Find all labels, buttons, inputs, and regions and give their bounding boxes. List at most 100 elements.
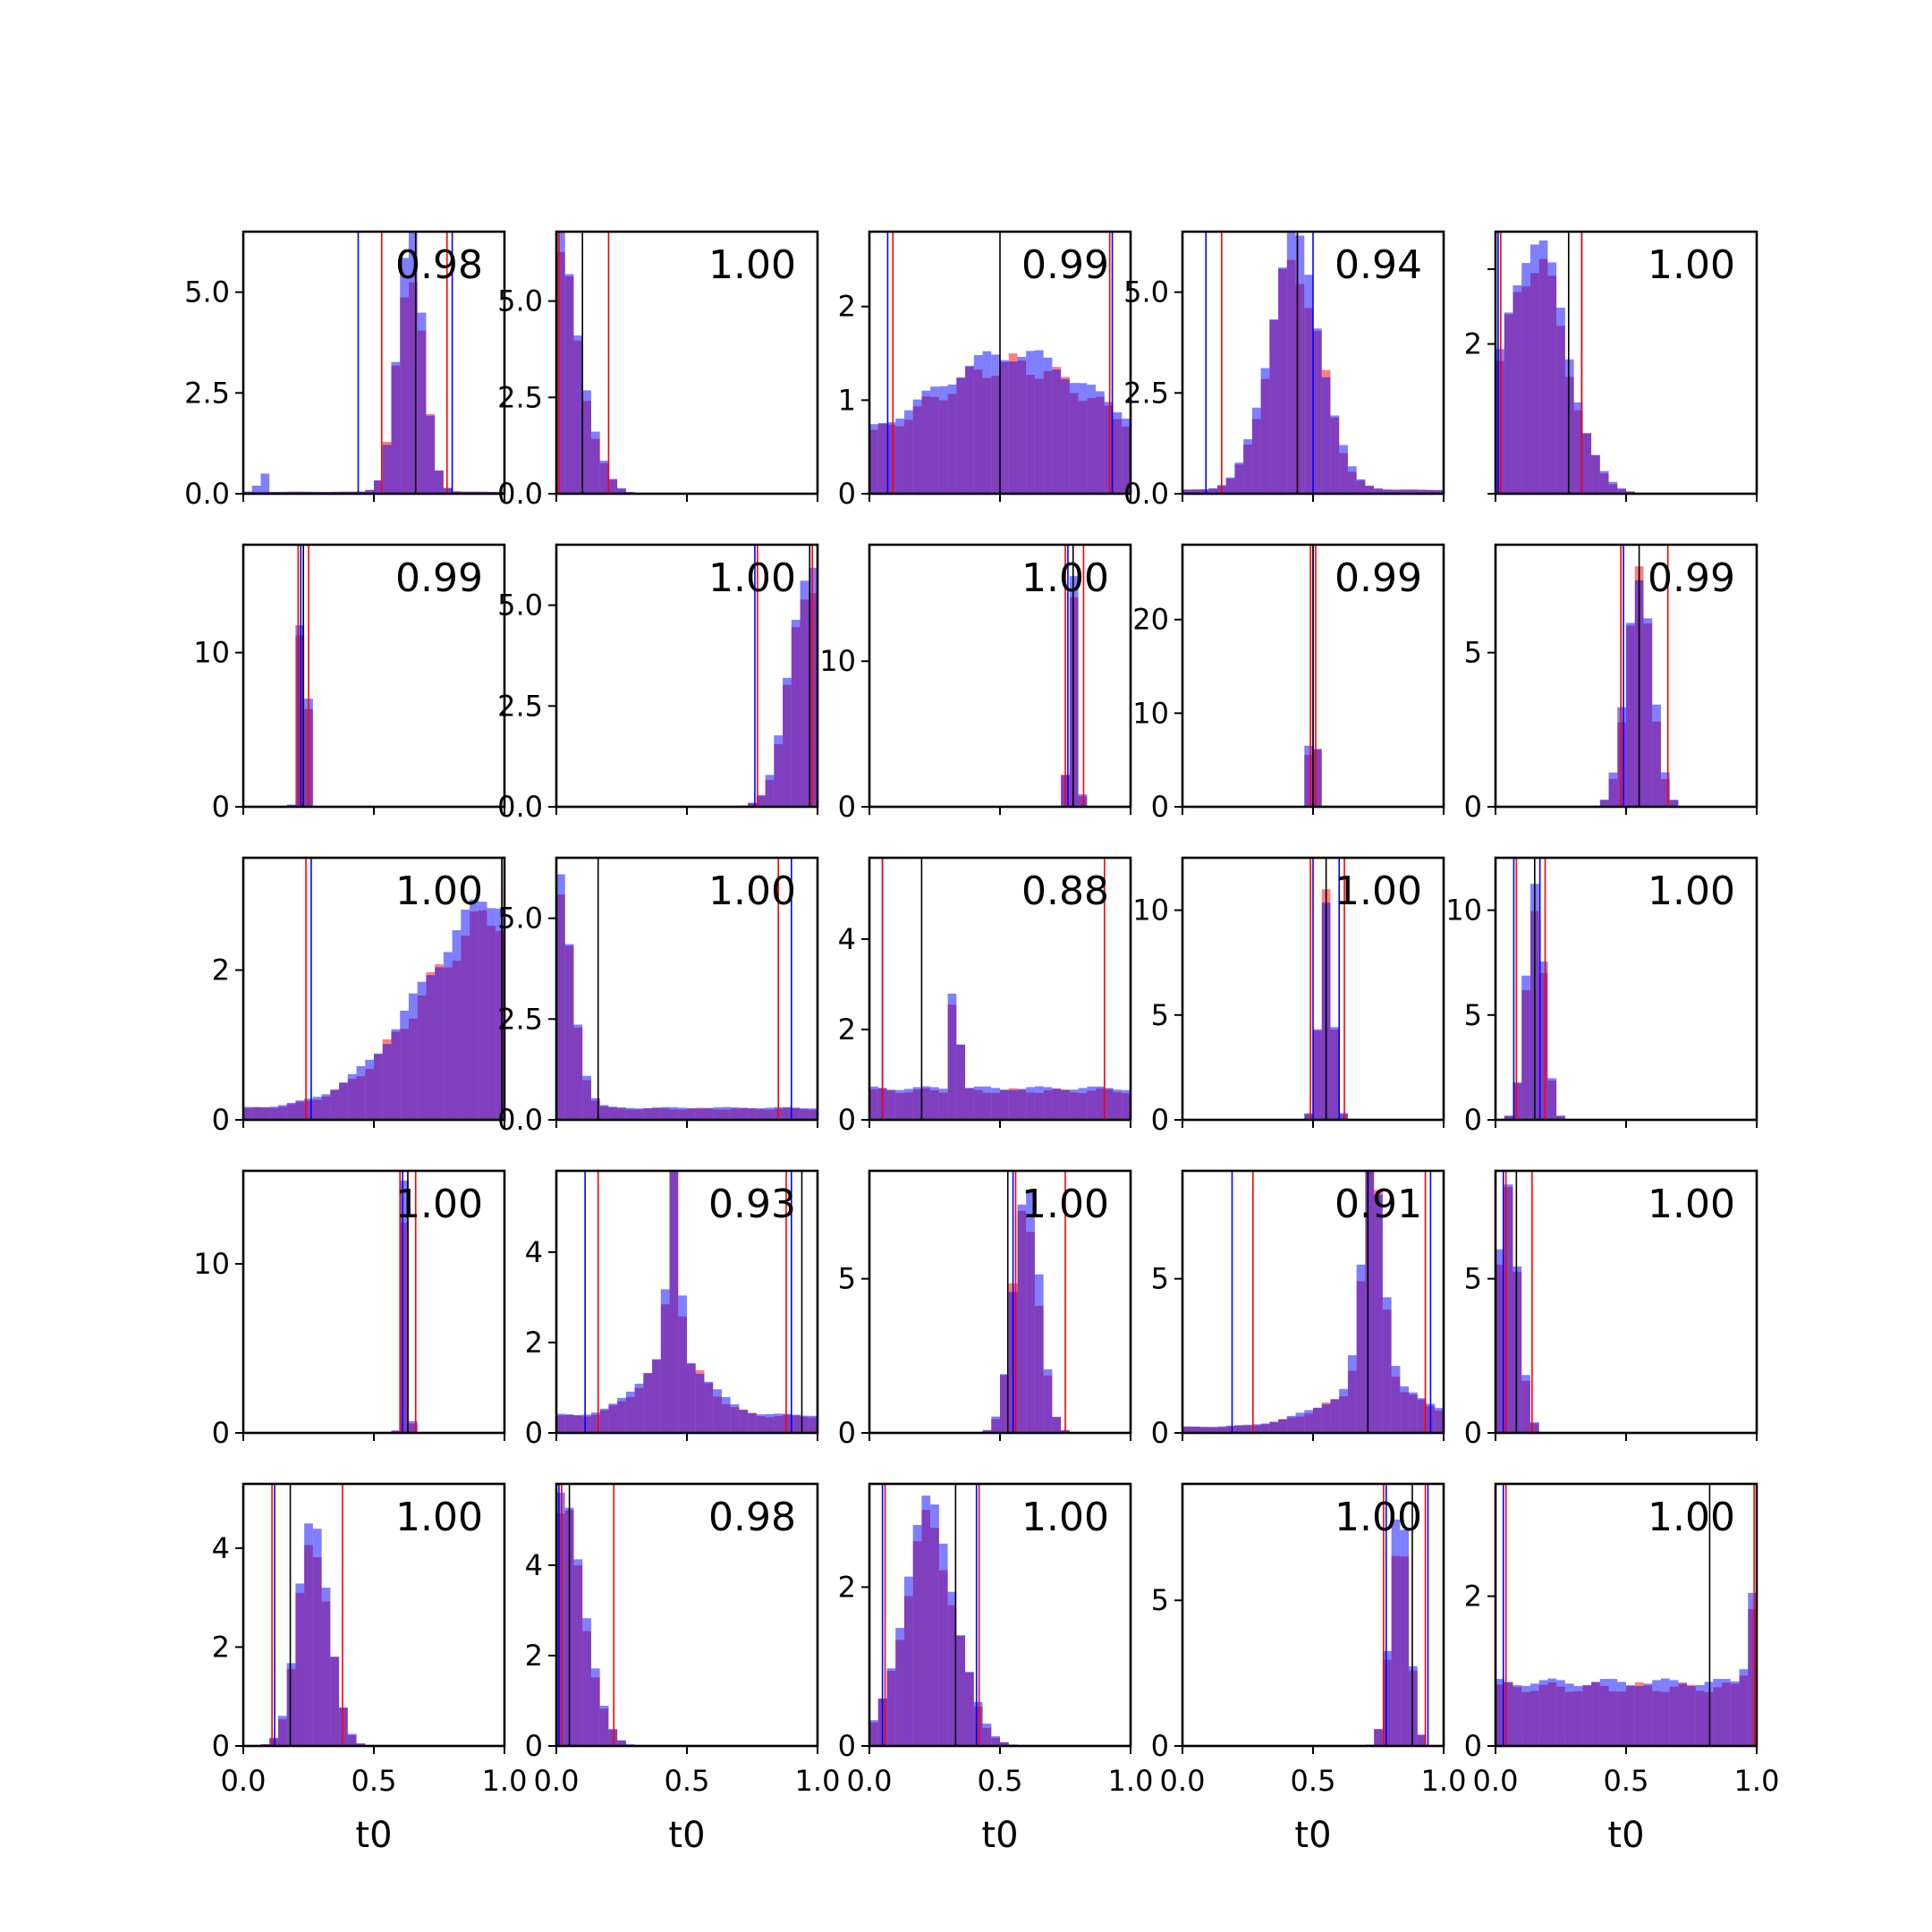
blue-bar [973, 1701, 983, 1746]
blue-bar [1008, 361, 1018, 494]
blue-bar [1061, 1089, 1070, 1120]
score-label: 1.00 [1648, 869, 1735, 914]
blue-bar [582, 1414, 591, 1433]
blue-bar [956, 1044, 966, 1120]
blue-bar [748, 1413, 757, 1433]
x-axis-label: t0 [668, 1815, 705, 1856]
blue-bar [286, 1102, 296, 1120]
blue-bar [1417, 1398, 1427, 1433]
blue-bar [1260, 1423, 1270, 1433]
blue-bar [1191, 489, 1200, 494]
y-tick-label: 0 [838, 477, 856, 511]
blue-bar [921, 1496, 931, 1746]
blue-bar [704, 1381, 714, 1433]
y-tick-label: 2.5 [497, 689, 543, 723]
score-label: 1.00 [708, 555, 796, 601]
vertical-lines [1231, 1171, 1432, 1433]
blue-bar [765, 1413, 775, 1433]
blue-bar [599, 1706, 609, 1746]
blue-bar [1695, 1685, 1705, 1746]
blue-bar [1669, 1680, 1679, 1746]
y-tick-label: 2 [212, 1630, 230, 1664]
blue-bar [774, 1413, 784, 1433]
blue-bar [1591, 1682, 1600, 1746]
blue-bar [982, 1086, 992, 1120]
blue-bar [391, 1029, 401, 1120]
vertical-lines [305, 858, 504, 1120]
blue-bar [1496, 1249, 1504, 1433]
blue-bar [260, 473, 270, 494]
blue-bar [903, 1576, 913, 1746]
blue-bar [947, 384, 957, 494]
y-tick-label: 5 [1151, 1583, 1169, 1617]
y-tick-label: 0.0 [497, 477, 543, 511]
vertical-lines [399, 1171, 417, 1433]
panel-8: 0 10 1.00 [819, 543, 1132, 824]
blue-bar [1304, 1410, 1313, 1433]
blue-bar [1026, 351, 1035, 494]
vertical-lines [1620, 545, 1669, 807]
blue-bar [1269, 1421, 1279, 1433]
blue-bar [356, 1065, 366, 1120]
blue-bar [1330, 1027, 1340, 1120]
blue-bar [1608, 481, 1618, 494]
blue-bar [912, 1524, 922, 1746]
blue-bar [1669, 800, 1679, 807]
blue-bar [1643, 1683, 1653, 1746]
panels-grid: 0.02.55.00.980.02.55.01.000120.990.02.55… [184, 230, 1779, 1856]
blue-bar [286, 1663, 296, 1746]
y-tick-label: 2 [1464, 327, 1482, 361]
blue-bar [617, 1106, 626, 1120]
blue-bar [930, 1504, 939, 1746]
blue-bar [625, 1107, 635, 1120]
y-tick-label: 0 [1464, 1416, 1482, 1450]
blue-bar [1199, 1427, 1209, 1433]
y-tick-label: 0.0 [184, 477, 230, 511]
blue-bar [269, 1106, 278, 1120]
blue-bar [695, 1108, 705, 1120]
blue-bar [1182, 489, 1191, 494]
blue-bar [930, 1087, 939, 1120]
blue-bar [1000, 360, 1009, 494]
blue-bar [1547, 1678, 1557, 1746]
blue-bar [382, 1044, 392, 1120]
blue-bar [1382, 1297, 1392, 1433]
blue-bar [1078, 793, 1088, 807]
blue-bar [1417, 489, 1427, 494]
blue-bar [938, 1543, 948, 1746]
blue-bar [1339, 445, 1348, 494]
blue-bar [1034, 1086, 1044, 1120]
blue-bar [1504, 312, 1513, 494]
y-tick-label: 5.0 [184, 275, 230, 309]
blue-bar [1304, 745, 1313, 807]
vertical-lines [881, 1484, 980, 1746]
y-tick-label: 5 [1464, 636, 1482, 670]
panel-14: 0 5 10 1.00 [1132, 856, 1445, 1137]
blue-bar [347, 1733, 357, 1746]
blue-bar [312, 1097, 322, 1120]
blue-bar [461, 910, 470, 1120]
blue-bar [721, 1396, 731, 1433]
blue-bar [1216, 1426, 1226, 1433]
blue-bar [669, 1106, 679, 1120]
blue-bar [1599, 799, 1609, 807]
blue-bar [617, 1397, 626, 1433]
vertical-lines [886, 232, 1114, 494]
blue-bar [1330, 415, 1340, 494]
histogram-bars [243, 899, 504, 1120]
blue-bar [895, 1089, 904, 1120]
y-tick-label: 10 [193, 636, 230, 670]
y-tick-label: 0.0 [497, 790, 543, 824]
blue-bar [1521, 263, 1530, 494]
blue-bar [590, 1097, 600, 1120]
blue-bar [1017, 1204, 1027, 1433]
panel-7: 0.0 2.5 5.0 1.00 [497, 543, 819, 824]
score-label: 0.98 [708, 1495, 796, 1540]
blue-bar [339, 1082, 348, 1120]
blue-bar [1365, 1171, 1375, 1433]
score-label: 0.94 [1335, 242, 1422, 288]
score-label: 1.00 [1648, 1495, 1735, 1540]
x-tick-label: 0.5 [352, 1764, 397, 1798]
blue-bar [251, 485, 261, 494]
